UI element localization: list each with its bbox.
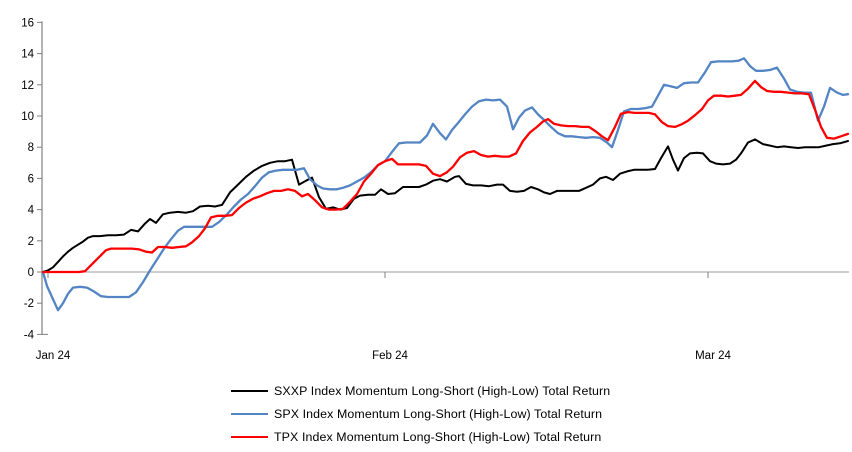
series-line-sxxp [42,138,849,273]
y-tick-label-8: 8 [28,142,34,154]
tpx-line-swatch [231,435,268,438]
legend-label-sxxp: SXXP Index Momentum Long-Short (High-Low… [274,383,611,398]
series-line-tpx [41,79,850,274]
y-tick-label-4: 4 [28,205,35,217]
x-tick-label-1: Feb 24 [372,350,408,362]
y-tick-label-10: 10 [21,111,34,123]
legend-label-tpx: TPX Index Momentum Long-Short (High-Low)… [274,429,602,444]
y-tick-label-0: 0 [28,267,34,279]
y-tick-label-6: 6 [28,173,34,185]
sxxp-line-swatch [231,389,268,392]
y-tick-label-14: 14 [21,49,34,61]
x-tick-label-0: Jan 24 [36,350,71,362]
x-tick-label-2: Mar 24 [695,350,731,362]
y-tick-label-16: 16 [21,17,34,29]
legend: SXXP Index Momentum Long-Short (High-Low… [231,379,610,448]
series-line-spx [41,57,850,312]
y-tick-label--2: -2 [24,298,34,310]
legend-item-spx: SPX Index Momentum Long-Short (High-Low)… [231,402,610,425]
y-tick-label-2: 2 [28,236,34,248]
legend-item-tpx: TPX Index Momentum Long-Short (High-Low)… [231,425,610,448]
y-tick-label-12: 12 [21,80,34,92]
legend-label-spx: SPX Index Momentum Long-Short (High-Low)… [274,406,603,421]
legend-item-sxxp: SXXP Index Momentum Long-Short (High-Low… [231,379,610,402]
y-tick-label--4: -4 [24,329,35,341]
spx-line-swatch [231,412,268,415]
